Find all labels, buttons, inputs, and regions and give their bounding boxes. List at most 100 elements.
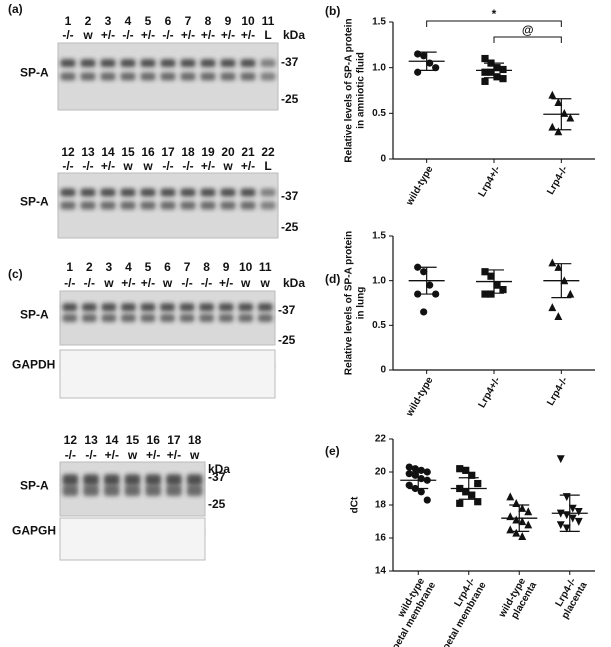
lane-genotype: w [240, 276, 251, 290]
band [186, 474, 203, 486]
band [62, 485, 79, 496]
band [145, 485, 162, 496]
lane-number: 8 [205, 14, 212, 28]
band [140, 72, 156, 81]
data-point [548, 303, 557, 312]
lane-genotype: +/- [146, 448, 160, 462]
band [62, 474, 79, 486]
lane-genotype: +/- [201, 159, 215, 173]
data-point [481, 54, 489, 63]
band [240, 188, 256, 197]
data-point [426, 281, 434, 289]
data-point [456, 465, 464, 473]
y-tick-label: 0.5 [372, 320, 386, 331]
lane-genotype: -/- [64, 276, 75, 290]
lane-genotype: -/- [82, 159, 93, 173]
band [179, 303, 195, 312]
band [101, 314, 117, 322]
data-point [554, 98, 563, 106]
lane-genotype: +/- [241, 159, 255, 173]
data-point [562, 524, 571, 533]
data-point [481, 68, 489, 76]
data-point [462, 466, 470, 474]
data-point [574, 517, 583, 526]
y-tick-label: 0 [380, 154, 386, 165]
marker-label: -37 [281, 189, 299, 203]
lane-number: 16 [141, 145, 155, 159]
data-point [512, 528, 521, 537]
lane-genotype: +/- [167, 448, 181, 462]
data-point [499, 75, 507, 83]
data-point [432, 64, 440, 72]
lane-genotype: +/- [241, 28, 255, 42]
band [257, 314, 273, 322]
band [140, 59, 156, 68]
data-point [506, 512, 515, 521]
data-point [518, 532, 527, 540]
kda-label: kDa [208, 462, 230, 476]
data-point [548, 122, 557, 131]
lane-number: 2 [86, 260, 93, 274]
lane-genotype: w [103, 276, 114, 290]
x-tick-label: wild-type [404, 375, 436, 419]
data-point [411, 471, 419, 479]
band [103, 485, 120, 496]
protein-label: SP-A [20, 65, 49, 79]
loading-label: GAPGH [12, 524, 56, 538]
data-point [417, 488, 425, 496]
lane-number: 14 [101, 145, 115, 159]
marker-label: -25 [208, 497, 226, 511]
significance-label: @ [522, 23, 534, 37]
band [260, 59, 276, 68]
band [140, 188, 156, 197]
data-point [468, 471, 476, 479]
y-tick-label: 22 [375, 434, 387, 445]
data-point [512, 515, 521, 524]
lane-genotype: w [82, 28, 93, 42]
y-tick-label: 18 [375, 500, 387, 511]
band [186, 485, 203, 496]
lane-genotype: +/- [121, 276, 135, 290]
band [218, 314, 234, 322]
band [199, 303, 215, 312]
band [160, 188, 176, 197]
protein-label: SP-A [20, 194, 49, 208]
marker-label: -37 [281, 55, 299, 69]
lane-number: 17 [161, 145, 175, 159]
data-point [506, 492, 515, 501]
lane-genotype: w [122, 159, 133, 173]
x-tick-label: Lrp4-/- [545, 164, 570, 196]
lane-number: 1 [65, 14, 72, 28]
lane-number: 14 [105, 433, 119, 447]
band [145, 474, 162, 486]
band [220, 188, 236, 197]
lane-genotype: +/- [201, 28, 215, 42]
band [140, 303, 156, 312]
data-point [524, 520, 533, 529]
protein-label: SP-A [20, 478, 49, 492]
lane-genotype: +/- [101, 159, 115, 173]
band [260, 72, 276, 81]
lane-genotype: +/- [141, 276, 155, 290]
band [62, 314, 78, 322]
x-tick-label: Lrp4+/- [477, 164, 503, 199]
lane-number: 21 [241, 145, 255, 159]
lane-number: 11 [262, 14, 275, 28]
data-point [554, 127, 563, 136]
data-point [566, 113, 575, 122]
lane-number: 4 [125, 260, 132, 274]
x-tick-label: wild-type [404, 164, 436, 208]
lane-genotype: -/- [201, 276, 212, 290]
data-point [474, 479, 482, 488]
band [120, 59, 136, 68]
data-point [493, 281, 501, 289]
data-point [556, 455, 565, 464]
band [100, 59, 116, 68]
kda-label: kDa [283, 276, 305, 290]
band [220, 72, 236, 81]
lane-genotype: -/- [85, 448, 96, 462]
lane-genotype: +/- [181, 28, 195, 42]
data-point [554, 312, 563, 320]
band [100, 72, 116, 81]
lane-genotype: -/- [181, 276, 192, 290]
